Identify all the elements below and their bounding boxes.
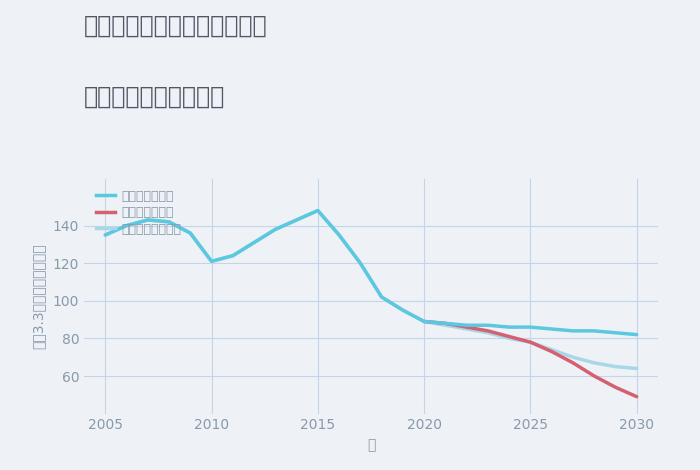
Y-axis label: 坪（3.3㎡）単価（万円）: 坪（3.3㎡）単価（万円）: [32, 243, 46, 349]
Text: 兵庫県神崎郡神河町高朝田の: 兵庫県神崎郡神河町高朝田の: [84, 14, 267, 38]
Legend: グッドシナリオ, バッドシナリオ, ノーマルシナリオ: グッドシナリオ, バッドシナリオ, ノーマルシナリオ: [96, 189, 181, 236]
X-axis label: 年: 年: [367, 438, 375, 452]
Text: 中古戸建ての価格推移: 中古戸建ての価格推移: [84, 85, 225, 109]
